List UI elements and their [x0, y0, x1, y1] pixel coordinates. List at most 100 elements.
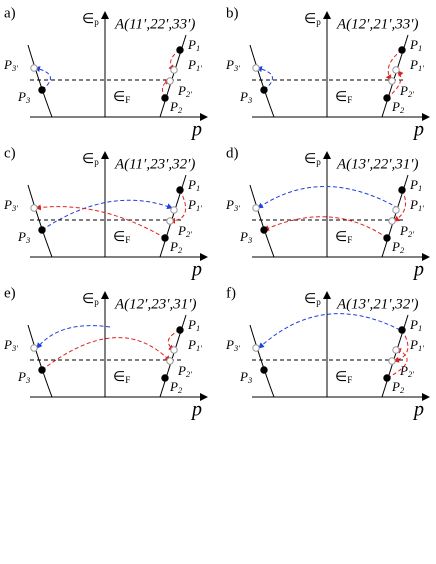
point-label-subscript: 3′ — [233, 203, 240, 213]
point-label-symbol: P — [3, 197, 12, 212]
energy-axis-label-subscript: p — [316, 157, 321, 167]
point-label: P2 — [391, 239, 405, 255]
fermi-label: ∈F — [335, 90, 352, 105]
point-label-subscript: 1 — [196, 323, 200, 333]
electron — [38, 86, 46, 94]
left-band — [27, 324, 53, 398]
point-label: P2 — [391, 99, 405, 115]
point-label-subscript: 3′ — [11, 343, 18, 353]
energy-axis-label: ∈p — [82, 292, 99, 307]
fermi-label-symbol: ∈ — [335, 230, 347, 245]
point-label-subscript: 2 — [178, 105, 183, 115]
transition-arrow — [393, 189, 407, 222]
point-label: P1′ — [409, 337, 424, 353]
point-label: P1 — [409, 317, 422, 333]
momentum-label: p — [412, 399, 424, 421]
left-band — [249, 44, 275, 118]
panel-label: c) — [4, 145, 16, 161]
transition-arrow — [36, 325, 111, 349]
hole — [252, 64, 260, 72]
transition-arrow — [34, 66, 51, 91]
fermi-label: ∈F — [113, 90, 130, 105]
point-label-subscript: 2′ — [186, 229, 192, 239]
energy-axis-label: ∈p — [304, 292, 321, 307]
transition-arrow — [258, 313, 401, 349]
fermi-label: ∈F — [335, 370, 352, 385]
fermi-label-subscript: F — [125, 375, 130, 385]
panel-title: A(13′,21′,32′) — [336, 296, 419, 312]
energy-axis-label-symbol: ∈ — [82, 152, 94, 167]
point-label: P2 — [391, 379, 405, 395]
point-label-subscript: 1 — [418, 183, 422, 193]
fermi-label-subscript: F — [347, 95, 352, 105]
point-label: P2′ — [177, 363, 192, 379]
hole — [252, 344, 260, 352]
hole — [166, 77, 174, 85]
momentum-label: p — [412, 119, 424, 141]
point-label: P2′ — [177, 83, 192, 99]
point-label-symbol: P — [409, 177, 418, 192]
point-label-subscript: 3′ — [11, 203, 18, 213]
point-label-subscript: 3′ — [233, 63, 240, 73]
point-label: P2 — [169, 239, 183, 255]
electron — [176, 326, 184, 334]
point-label: P3′ — [225, 337, 240, 353]
point-label-symbol: P — [399, 83, 408, 98]
point-label-subscript: 1′ — [418, 203, 424, 213]
hole — [30, 204, 38, 212]
electron — [398, 46, 406, 54]
point-label-symbol: P — [187, 57, 196, 72]
point-label: P1 — [409, 177, 422, 193]
point-label-subscript: 1 — [196, 183, 200, 193]
point-label: P3′ — [3, 197, 18, 213]
point-label: P3 — [239, 369, 252, 385]
point-label: P1′ — [187, 197, 202, 213]
hole — [388, 77, 396, 85]
hole — [166, 357, 174, 365]
energy-axis-label: ∈p — [82, 152, 99, 167]
left-band — [249, 324, 275, 398]
left-band — [249, 184, 275, 258]
panel-label: b) — [226, 5, 239, 21]
transition-arrow — [386, 348, 408, 379]
fermi-label-subscript: F — [347, 375, 352, 385]
energy-axis-label-symbol: ∈ — [304, 292, 316, 307]
point-label-subscript: 1 — [418, 323, 422, 333]
point-label-symbol: P — [169, 239, 178, 254]
point-label: P3 — [239, 229, 252, 245]
hole — [388, 357, 396, 365]
electron — [161, 94, 169, 102]
point-label-subscript: 3 — [25, 235, 30, 245]
point-label-subscript: 2′ — [186, 89, 192, 99]
momentum-label: p — [412, 259, 424, 281]
point-label: P2 — [169, 379, 183, 395]
point-label: P1′ — [409, 57, 424, 73]
point-label: P2′ — [399, 83, 414, 99]
point-label-symbol: P — [225, 337, 234, 352]
transition-arrow — [386, 70, 404, 99]
point-label-symbol: P — [177, 223, 186, 238]
energy-axis-label-subscript: p — [94, 157, 99, 167]
point-label-subscript: 3 — [25, 95, 30, 105]
point-label-subscript: 2′ — [408, 229, 414, 239]
energy-axis-label: ∈p — [304, 12, 321, 27]
point-label-symbol: P — [187, 337, 196, 352]
hole — [166, 217, 174, 225]
momentum-label: p — [190, 399, 202, 421]
point-label: P3′ — [3, 337, 18, 353]
hole — [392, 66, 400, 74]
point-label: P1 — [187, 177, 200, 193]
panel-label: f) — [226, 285, 236, 301]
point-label-symbol: P — [3, 57, 12, 72]
point-label-subscript: 3′ — [11, 63, 18, 73]
point-label: P2 — [169, 99, 183, 115]
point-label-subscript: 1′ — [418, 343, 424, 353]
energy-axis-label-subscript: p — [316, 297, 321, 307]
transition-arrow — [393, 329, 409, 363]
energy-axis-label-symbol: ∈ — [304, 152, 316, 167]
point-label-subscript: 1′ — [196, 63, 202, 73]
panel-label: d) — [226, 145, 239, 161]
transition-arrow — [257, 186, 399, 209]
